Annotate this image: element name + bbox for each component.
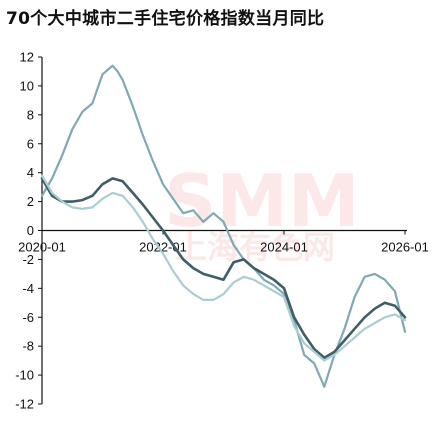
y-tick-label: -8: [22, 339, 34, 354]
y-tick-label: -2: [22, 252, 34, 267]
x-tick-label: 2020-01: [18, 240, 66, 255]
watermark-logo-text: SMM: [164, 159, 359, 243]
y-tick-label: -4: [22, 281, 34, 296]
y-tick-label: 4: [27, 165, 34, 180]
y-tick-label: 2: [27, 194, 34, 209]
series-line-1: [40, 64, 407, 388]
y-tick-label: 10: [20, 78, 34, 93]
x-tick-label: 2024-01: [260, 240, 308, 255]
smm-watermark: SMM 上海有色网: [164, 159, 359, 266]
y-tick-label: 6: [27, 136, 34, 151]
chart-title: 70个大中城市二手住宅价格指数当月同比: [6, 9, 325, 29]
y-tick-label: -12: [15, 397, 34, 412]
y-tick-label: 0: [27, 223, 34, 238]
y-tick-label: 12: [20, 50, 34, 65]
y-tick-label: -10: [15, 368, 34, 383]
series-line-3: [40, 174, 407, 362]
y-tick-label: -6: [22, 310, 34, 325]
y-tick-label: 8: [27, 107, 34, 122]
series-line-2: [40, 177, 407, 360]
x-tick-label: 2026-01: [381, 240, 429, 255]
watermark-subtitle-text: 上海有色网: [175, 228, 335, 266]
x-tick-label: 2022-01: [139, 240, 187, 255]
